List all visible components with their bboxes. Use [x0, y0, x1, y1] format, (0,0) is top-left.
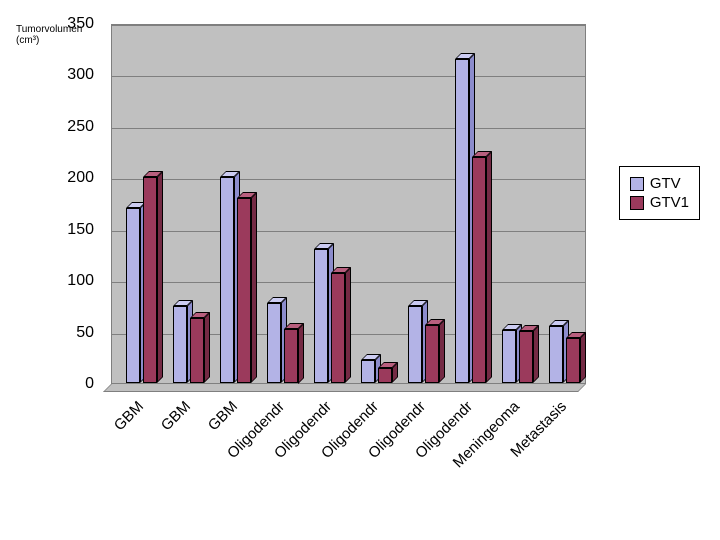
bar	[519, 331, 533, 383]
bar	[472, 157, 486, 383]
y-tick-label: 50	[34, 324, 94, 342]
y-tick-label: 300	[34, 66, 94, 84]
bar	[408, 306, 422, 383]
y-tick-label: 0	[34, 375, 94, 393]
y-tick-label: 150	[34, 221, 94, 239]
bar	[267, 303, 281, 383]
legend-label-gtv1: GTV1	[650, 194, 689, 211]
bar	[173, 306, 187, 383]
y-axis-title-line2: (cm³)	[16, 35, 39, 46]
bar	[455, 59, 469, 383]
y-tick-label: 200	[34, 169, 94, 187]
bar	[378, 368, 392, 383]
bar	[190, 318, 204, 383]
bar	[425, 325, 439, 383]
bar	[284, 329, 298, 384]
x-tick-label: GBM	[111, 398, 147, 434]
x-tick-label: GBM	[158, 398, 194, 434]
legend: GTV GTV1	[619, 166, 700, 220]
y-tick-label: 250	[34, 118, 94, 136]
bar	[502, 330, 516, 383]
plot-area	[111, 24, 586, 384]
bar	[220, 177, 234, 383]
bar	[237, 198, 251, 383]
x-tick-label: GBM	[205, 398, 241, 434]
bars-layer	[112, 25, 585, 383]
chart-container: Tumorvolumen (cm³) 050100150200250300350…	[6, 6, 714, 534]
bar	[126, 208, 140, 383]
bar	[331, 273, 345, 383]
legend-swatch-gtv	[630, 177, 644, 191]
bar	[549, 326, 563, 383]
bar	[566, 338, 580, 383]
bar	[143, 177, 157, 383]
y-tick-label: 350	[34, 15, 94, 33]
x-tick-labels: GBMGBMGBMOligodendrOligodendrOligodendrO…	[111, 388, 586, 538]
legend-item-gtv1: GTV1	[630, 194, 689, 211]
legend-item-gtv: GTV	[630, 175, 689, 192]
bar	[314, 249, 328, 383]
bar	[361, 360, 375, 383]
y-tick-label: 100	[34, 272, 94, 290]
legend-label-gtv: GTV	[650, 175, 681, 192]
legend-swatch-gtv1	[630, 196, 644, 210]
